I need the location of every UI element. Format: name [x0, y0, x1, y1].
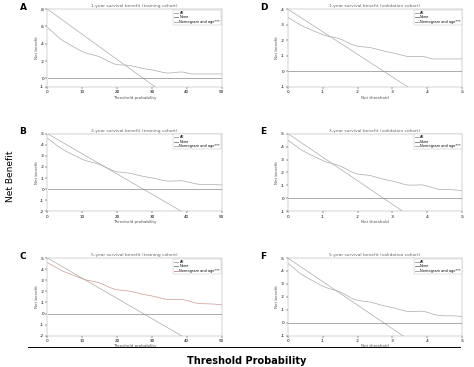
Title: 1-year survival benefit (training cohort): 1-year survival benefit (training cohort… [91, 4, 178, 8]
Text: Threshold Probability: Threshold Probability [187, 356, 306, 367]
X-axis label: Threshold probability: Threshold probability [113, 95, 156, 99]
X-axis label: Threshold probability: Threshold probability [113, 344, 156, 348]
Text: E: E [260, 127, 266, 137]
Y-axis label: Net benefit: Net benefit [275, 37, 279, 59]
Legend: All, None, Nomogram and age***: All, None, Nomogram and age*** [173, 10, 221, 25]
Title: 5-year survival benefit (training cohort): 5-year survival benefit (training cohort… [91, 253, 178, 257]
Text: B: B [19, 127, 27, 137]
Y-axis label: Net benefit: Net benefit [275, 286, 279, 308]
Y-axis label: Net benefit: Net benefit [35, 286, 39, 308]
Legend: All, None, Nomogram and age***: All, None, Nomogram and age*** [173, 134, 221, 149]
X-axis label: Net threshold: Net threshold [361, 95, 389, 99]
Text: Net Benefit: Net Benefit [6, 150, 15, 202]
Text: F: F [260, 252, 266, 261]
Legend: All, None, Nomogram and age***: All, None, Nomogram and age*** [414, 10, 462, 25]
Title: 1-year survival benefit (validation cohort): 1-year survival benefit (validation coho… [329, 4, 420, 8]
Y-axis label: Net benefit: Net benefit [275, 161, 279, 184]
Title: 5-year survival benefit (validation cohort): 5-year survival benefit (validation coho… [329, 253, 420, 257]
Title: 3-year survival benefit (training cohort): 3-year survival benefit (training cohort… [91, 128, 178, 132]
X-axis label: Threshold probability: Threshold probability [113, 220, 156, 224]
X-axis label: Net threshold: Net threshold [361, 220, 389, 224]
Legend: All, None, Nomogram and age***: All, None, Nomogram and age*** [173, 259, 221, 274]
Y-axis label: Net benefit: Net benefit [35, 37, 39, 59]
Title: 3-year survival benefit (validation cohort): 3-year survival benefit (validation coho… [329, 128, 420, 132]
Legend: All, None, Nomogram and age***: All, None, Nomogram and age*** [414, 259, 462, 274]
Text: A: A [19, 3, 27, 12]
Legend: All, None, Nomogram and age***: All, None, Nomogram and age*** [414, 134, 462, 149]
Text: D: D [260, 3, 267, 12]
Y-axis label: Net benefit: Net benefit [35, 161, 39, 184]
X-axis label: Net threshold: Net threshold [361, 344, 389, 348]
Text: C: C [19, 252, 26, 261]
